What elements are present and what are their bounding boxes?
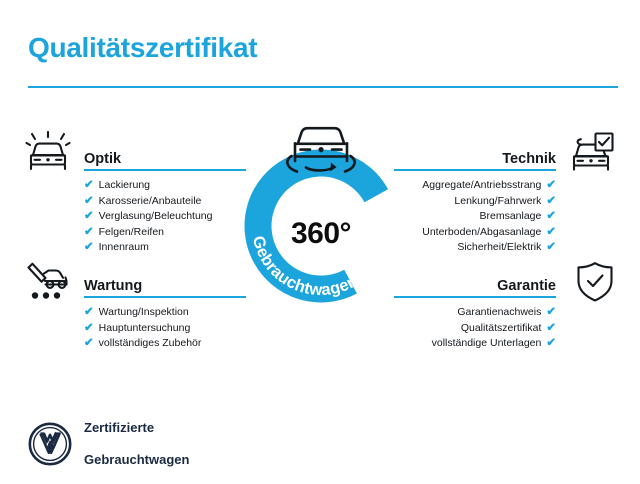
check-icon: ✔: [84, 179, 94, 191]
check-icon: ✔: [84, 225, 94, 238]
list-item-label: Bremsanlage: [479, 210, 542, 222]
footer-line-1: Zertifizierte: [84, 420, 155, 435]
list-item: ✔ Innenraum: [84, 240, 246, 256]
list-item: ✔ vollständiges Zubehör: [84, 336, 246, 352]
section-technik-divider: [394, 169, 556, 171]
section-wartung-header: Wartung: [84, 270, 246, 298]
section-technik-title: Technik: [502, 151, 556, 167]
shield-check-icon: [572, 261, 618, 303]
section-garantie-divider: [394, 296, 556, 298]
check-icon: ✔: [84, 321, 94, 334]
vw-logo: [28, 422, 72, 466]
footer-brand: Zertifizierte Gebrauchtwagen: [28, 404, 189, 484]
list-item-label: Lenkung/Fahrwerk: [454, 194, 542, 207]
list-item: ✔ Wartung/Inspektion: [84, 305, 246, 321]
list-item: vollständige Unterlagen ✔: [394, 336, 556, 352]
section-wartung-title: Wartung: [84, 278, 143, 294]
section-garantie-list: Garantienachweis ✔ Qualitätszertifikat ✔ v…: [394, 305, 556, 352]
list-item: ✔ Karosserie/Anbauteile: [84, 194, 246, 210]
list-item: Qualitätszertifikat ✔: [394, 321, 556, 337]
list-item: Aggregate/Antriebsstrang ✔: [394, 178, 556, 194]
list-item-label: Karosserie/Anbauteile: [98, 194, 202, 207]
section-wartung: Wartung ✔ Wartung/Inspektion ✔ Hauptunters…: [84, 270, 246, 352]
list-item-label: vollständige Unterlagen: [431, 337, 542, 349]
list-item-label: Felgen/Reifen: [98, 225, 165, 238]
list-item-label: Lackierung: [98, 179, 151, 191]
car-rotate-icon: [286, 126, 356, 173]
check-icon: ✔: [84, 241, 94, 253]
check-icon: ✔: [84, 194, 94, 207]
list-item-label: vollständiges Zubehör: [98, 337, 202, 349]
badge-number: 360°: [290, 217, 352, 250]
section-wartung-list: ✔ Wartung/Inspektion ✔ Hauptuntersuchung ✔…: [84, 305, 246, 352]
check-icon: ✔: [546, 337, 556, 349]
list-item: Sicherheit/Elektrik ✔: [394, 240, 556, 256]
list-item: ✔ Verglasung/Beleuchtung: [84, 209, 246, 225]
check-icon: ✔: [546, 225, 556, 238]
check-icon: ✔: [546, 321, 556, 334]
check-icon: ✔: [84, 306, 94, 318]
section-wartung-divider: [84, 296, 246, 298]
check-icon: ✔: [84, 337, 94, 349]
footer-line-2: Gebrauchtwagen: [84, 452, 190, 467]
section-garantie-title: Garantie: [497, 278, 556, 294]
page-title: Qualitätszertifikat: [28, 32, 258, 63]
list-item-label: Qualitätszertifikat: [460, 321, 542, 334]
list-item-label: Wartung/Inspektion: [98, 306, 189, 318]
list-item-label: Aggregate/Antriebsstrang: [422, 179, 542, 191]
section-garantie: Garantie Garantienachweis ✔ Qualitätszert…: [394, 270, 556, 352]
footer-text: Zertifizierte Gebrauchtwagen: [84, 404, 189, 484]
list-item-label: Unterboden/Abgasanlage: [422, 225, 542, 238]
section-garantie-header: Garantie: [394, 270, 556, 298]
car-shine-icon: [25, 130, 71, 173]
check-icon: ✔: [546, 179, 556, 191]
list-item: ✔ Lackierung: [84, 178, 246, 194]
list-item: ✔ Felgen/Reifen: [84, 225, 246, 241]
check-icon: ✔: [546, 194, 556, 207]
rotate-arrow-head: [330, 162, 337, 172]
section-optik-list: ✔ Lackierung ✔ Karosserie/Anbauteile ✔ Verg…: [84, 178, 246, 256]
list-item-label: Garantienachweis: [457, 306, 542, 318]
section-optik: Optik ✔ Lackierung ✔ Karosserie/Anbauteile…: [84, 143, 246, 256]
list-item-label: Verglasung/Beleuchtung: [98, 210, 213, 222]
list-item-label: Sicherheit/Elektrik: [457, 241, 542, 253]
badge-360-check: Gebrauchtwagen-Check: [228, 112, 414, 308]
list-item-label: Innenraum: [98, 241, 149, 253]
car-lift-service-icon: [25, 262, 71, 304]
check-icon: ✔: [84, 210, 94, 222]
list-item-label: Hauptuntersuchung: [98, 321, 191, 334]
list-item: Lenkung/Fahrwerk ✔: [394, 194, 556, 210]
section-technik: Technik Aggregate/Antriebsstrang ✔ Lenkun…: [394, 143, 556, 256]
list-item: Garantienachweis ✔: [394, 305, 556, 321]
list-item: ✔ Hauptuntersuchung: [84, 321, 246, 337]
list-item: Bremsanlage ✔: [394, 209, 556, 225]
title-divider: [28, 86, 618, 88]
check-icon: ✔: [546, 210, 556, 222]
section-technik-list: Aggregate/Antriebsstrang ✔ Lenkung/Fahrwe…: [394, 178, 556, 256]
section-technik-header: Technik: [394, 143, 556, 171]
section-optik-divider: [84, 169, 246, 171]
section-optik-header: Optik: [84, 143, 246, 171]
check-icon: ✔: [546, 241, 556, 253]
section-optik-title: Optik: [84, 151, 122, 167]
list-item: Unterboden/Abgasanlage ✔: [394, 225, 556, 241]
car-checkbox-icon: [568, 131, 614, 173]
check-icon: ✔: [546, 306, 556, 318]
